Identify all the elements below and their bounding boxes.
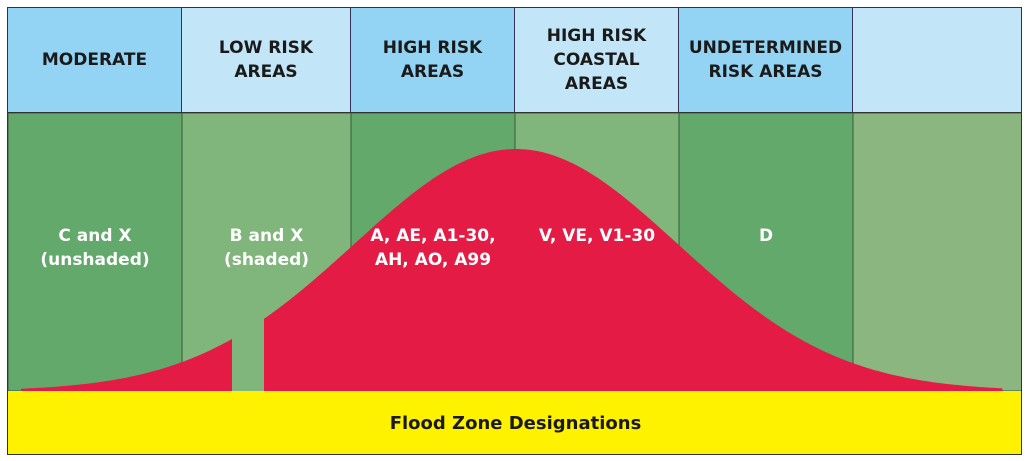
column-header: HIGH RISK COASTAL AREAS	[515, 8, 679, 113]
zone-designation-label: C and X (unshaded)	[40, 226, 150, 270]
risk-curve-graphic	[8, 112, 1021, 454]
zone-designation-label: D	[758, 226, 774, 246]
risk-curve	[21, 149, 1003, 391]
column-header	[853, 8, 1021, 113]
column-header: HIGH RISK AREAS	[351, 8, 515, 113]
column-header: MODERATE	[8, 8, 182, 113]
zone-column-bg	[8, 112, 183, 392]
footer-band	[8, 391, 1021, 454]
zone-designation-label: B and X (shaded)	[223, 226, 310, 270]
shaded-gap	[232, 258, 264, 391]
column-header: LOW RISK AREAS	[182, 8, 351, 113]
zone-designation-label: V, VE, V1-30	[538, 226, 656, 246]
zone-designation-label: A, AE, A1-30, AH, AO, A99	[370, 226, 496, 270]
column-header: UNDETERMINED RISK AREAS	[679, 8, 853, 113]
zone-column-bg	[852, 112, 1021, 392]
flood-zone-diagram: MODERATE LOW RISK AREAS HIGH RISK AREAS HIG…	[7, 7, 1022, 455]
footer-title: Flood Zone Designations	[389, 413, 642, 434]
